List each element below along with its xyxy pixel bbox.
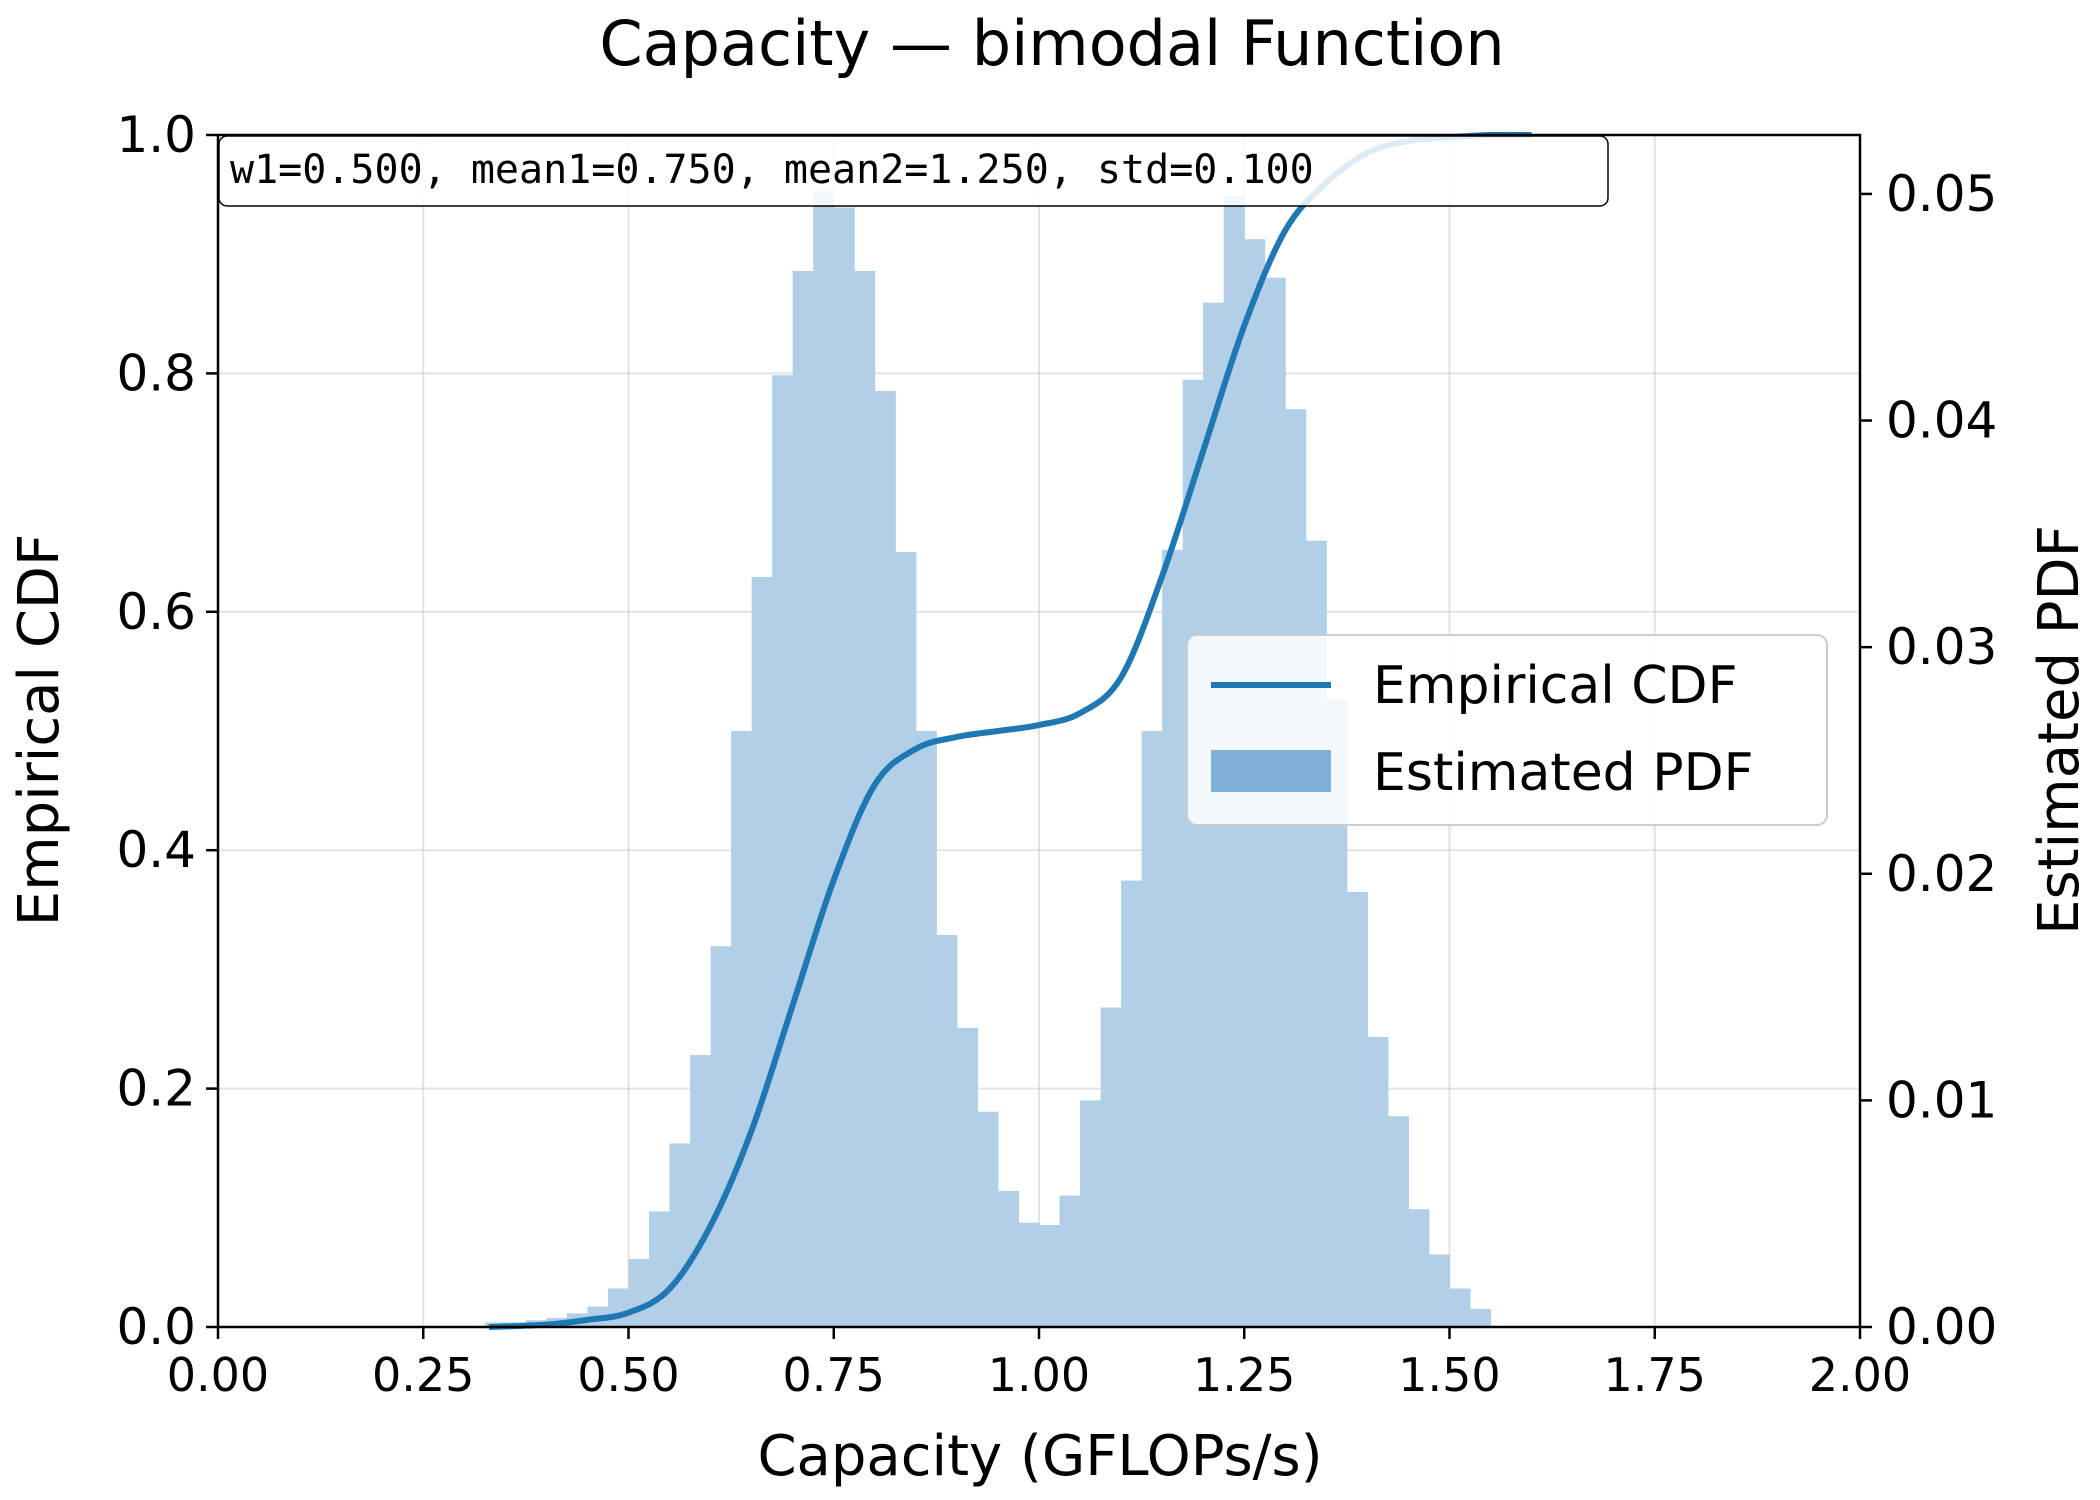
pdf-bar — [751, 576, 773, 1327]
x-tick-label: 1.75 — [1604, 1348, 1706, 1402]
pdf-bar — [895, 551, 917, 1327]
pdf-bar — [1387, 1116, 1409, 1327]
x-tick-label: 0.75 — [783, 1348, 885, 1402]
legend-label-pdf: Estimated PDF — [1373, 743, 1754, 803]
pdf-bar — [731, 731, 753, 1327]
y-tick-label: 0.8 — [116, 344, 196, 402]
x-tick-label: 0.00 — [167, 1348, 269, 1402]
legend-frame — [1186, 634, 1828, 826]
pdf-bar — [1039, 1225, 1061, 1327]
pdf-bar — [1100, 1007, 1122, 1327]
x-tick-label: 0.50 — [577, 1348, 679, 1402]
y-tick-label: 1.0 — [116, 106, 196, 164]
pdf-bar — [1346, 891, 1368, 1327]
pdf-bar — [956, 1027, 978, 1327]
y-tick-label: 0.6 — [116, 583, 196, 641]
pdf-bar — [649, 1211, 671, 1327]
pdf-bar — [607, 1288, 629, 1327]
chart-title: Capacity — bimodal Function — [599, 7, 1504, 80]
pdf-bar — [1182, 379, 1204, 1327]
pdf-bar — [915, 731, 937, 1327]
pdf-bar — [997, 1191, 1019, 1327]
pdf-bar — [1059, 1195, 1081, 1327]
pdf-bar — [833, 207, 855, 1328]
pdf-bar — [1449, 1288, 1471, 1327]
x-axis-ticks: 0.00 0.25 0.50 0.75 1.00 1.25 1.50 1.75 2.00 — [167, 1327, 1911, 1402]
pdf-bar — [1121, 880, 1143, 1327]
pdf-bar — [1141, 731, 1163, 1327]
y2-tick-label: 0.03 — [1886, 618, 1997, 676]
y2-tick-label: 0.05 — [1886, 165, 1997, 223]
x-tick-label: 0.25 — [372, 1348, 474, 1402]
pdf-bar — [669, 1143, 691, 1327]
annotation-text: w1=0.500, mean1=0.750, mean2=1.250, std=… — [230, 147, 1314, 193]
y2-axis-label: Estimated PDF — [2027, 525, 2092, 935]
pdf-bar — [936, 934, 958, 1327]
pdf-bars — [484, 189, 1492, 1328]
y2-tick-label: 0.00 — [1886, 1298, 1997, 1356]
x-tick-label: 2.00 — [1809, 1348, 1911, 1402]
pdf-bar — [628, 1259, 650, 1327]
pdf-bar — [772, 375, 794, 1328]
legend-label-cdf: Empirical CDF — [1373, 656, 1737, 716]
y2-tick-label: 0.04 — [1886, 392, 1997, 450]
pdf-bar — [1428, 1254, 1450, 1327]
x-tick-label: 1.50 — [1398, 1348, 1500, 1402]
x-tick-label: 1.25 — [1193, 1348, 1295, 1402]
pdf-bar — [1326, 699, 1348, 1327]
pdf-bar — [1367, 1036, 1389, 1327]
pdf-bar — [874, 391, 896, 1327]
y-tick-label: 0.2 — [116, 1060, 196, 1118]
pdf-bar — [1018, 1222, 1040, 1327]
x-axis-label: Capacity (GFLOPs/s) — [757, 1424, 1322, 1489]
pdf-bar — [1080, 1100, 1102, 1327]
pdf-bar — [977, 1111, 999, 1327]
y-tick-label: 0.0 — [116, 1298, 196, 1356]
pdf-bar — [1408, 1209, 1430, 1327]
annotation-box — [218, 135, 1609, 207]
y2-tick-label: 0.02 — [1886, 845, 1997, 903]
y2-tick-label: 0.01 — [1886, 1071, 1997, 1129]
x-tick-label: 1.00 — [988, 1348, 1090, 1402]
y-tick-label: 0.4 — [116, 821, 196, 879]
pdf-bar — [690, 1055, 712, 1327]
y-axis-ticks: 0.0 0.2 0.4 0.6 0.8 1.0 — [116, 106, 218, 1356]
pdf-bar — [1162, 549, 1184, 1327]
pdf-bar — [1285, 409, 1307, 1327]
y-axis-label: Empirical CDF — [7, 534, 72, 927]
y2-axis-ticks: 0.00 0.01 0.02 0.03 0.04 0.05 — [1860, 165, 1997, 1356]
pdf-bar — [792, 270, 814, 1327]
pdf-bar — [813, 189, 835, 1328]
legend: Empirical CDF Estimated PDF — [1186, 634, 1828, 826]
pdf-bar — [1470, 1308, 1492, 1327]
parameter-annotation: w1=0.500, mean1=0.750, mean2=1.250, std=… — [218, 135, 1609, 207]
legend-swatch-pdf — [1211, 750, 1331, 792]
pdf-bar — [710, 946, 732, 1327]
